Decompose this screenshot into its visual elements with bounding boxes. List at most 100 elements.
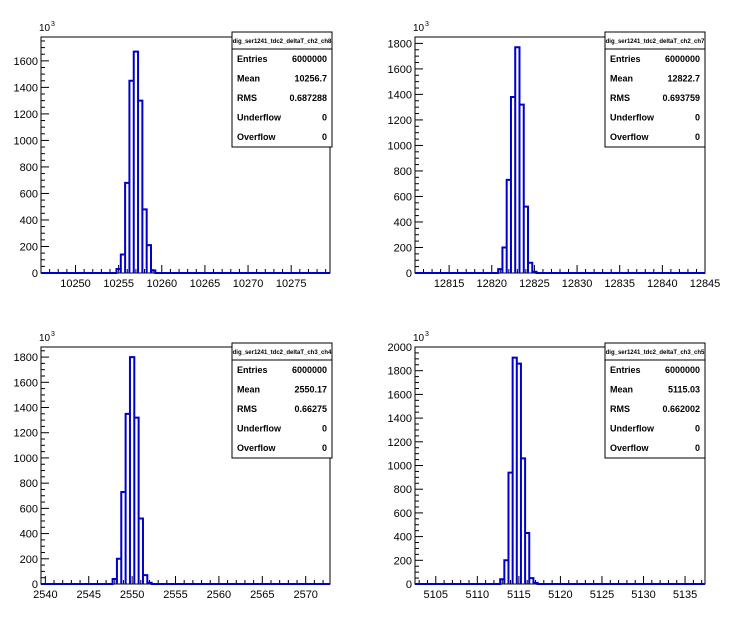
- stats-mean-label: Mean: [610, 73, 633, 83]
- histogram-outline: [41, 356, 330, 585]
- histogram-bin: [504, 560, 508, 584]
- stats-box: dig_ser1241_tdc2_deltaT_ch3_ch5 Entries 60…: [604, 342, 706, 459]
- histogram-bin: [517, 364, 521, 584]
- stats-overflow-label: Overflow: [237, 443, 277, 453]
- x-tick-label: 2560: [207, 589, 231, 601]
- stats-title: dig_ser1241_tdc2_deltaT_ch2_ch8: [233, 39, 332, 45]
- stats-underflow-label: Underflow: [610, 424, 655, 434]
- histogram-bin: [513, 358, 517, 584]
- histogram-bin: [529, 578, 533, 584]
- y-tick-label: 1200: [14, 109, 38, 121]
- x-tick-label: 5120: [548, 589, 572, 601]
- x-tick-label: 10260: [146, 278, 177, 290]
- histogram-bin: [116, 269, 120, 273]
- stats-underflow-label: Underflow: [610, 113, 655, 123]
- y-tick-label: 800: [20, 478, 38, 490]
- x-tick-label: 10255: [103, 278, 134, 290]
- y-tick-label: 0: [406, 268, 412, 280]
- y-tick-label: 1000: [14, 453, 38, 465]
- stats-title: dig_ser1241_tdc2_deltaT_ch3_ch4: [233, 350, 332, 356]
- y-exponent-power: 3: [425, 21, 429, 28]
- histogram-bin: [139, 518, 143, 584]
- histogram-pad-2: 12815 12820 12825 12830 12835 12840 12845 0 200 4…: [388, 21, 721, 290]
- x-tick-label: 2570: [293, 589, 317, 601]
- histogram-bin: [511, 97, 515, 273]
- y-tick-label: 1600: [14, 377, 38, 389]
- y-tick-label: 200: [20, 241, 38, 253]
- x-tick-label: 2540: [33, 589, 57, 601]
- stats-entries-label: Entries: [237, 365, 268, 375]
- y-tick-label: 800: [394, 166, 412, 178]
- x-tick-label: 10250: [60, 278, 91, 290]
- y-tick-label: 200: [20, 554, 38, 566]
- x-tick-label: 2555: [163, 589, 187, 601]
- y-exponent-power: 3: [51, 21, 55, 28]
- histogram-bin: [147, 245, 151, 273]
- stats-overflow-value: 0: [695, 132, 700, 142]
- histogram-bin: [129, 81, 133, 273]
- histogram-outline: [415, 46, 705, 274]
- stats-rms-value: 0.662002: [662, 404, 700, 414]
- histogram-bin: [528, 263, 532, 273]
- y-tick-label: 1200: [388, 115, 412, 127]
- histogram-bin: [134, 418, 138, 584]
- stats-mean-label: Mean: [610, 384, 633, 394]
- y-exponent-label: 10: [39, 23, 51, 34]
- histogram-bin: [117, 559, 121, 584]
- y-tick-label: 200: [394, 242, 412, 254]
- stats-overflow-value: 0: [695, 443, 700, 453]
- histogram-bin: [134, 52, 138, 273]
- x-tick-label: 10265: [190, 278, 221, 290]
- y-tick-label: 1800: [14, 352, 38, 364]
- y-tick-label: 1600: [14, 56, 38, 68]
- x-tick-label: 12820: [476, 278, 507, 290]
- histogram-bin: [138, 101, 142, 273]
- stats-underflow-value: 0: [322, 113, 327, 123]
- y-tick-label: 1200: [14, 428, 38, 440]
- histogram-bin: [519, 105, 523, 273]
- y-tick-label: 1600: [388, 389, 412, 401]
- y-tick-label: 400: [394, 217, 412, 229]
- y-tick-label: 1200: [388, 437, 412, 449]
- stats-rms-label: RMS: [237, 404, 257, 414]
- stats-underflow-label: Underflow: [237, 424, 282, 434]
- stats-overflow-label: Overflow: [237, 132, 277, 142]
- histogram-bin: [126, 414, 130, 584]
- y-exponent-label: 10: [413, 23, 425, 34]
- stats-title: dig_ser1241_tdc2_deltaT_ch3_ch5: [606, 350, 705, 356]
- histogram-bin: [125, 183, 129, 273]
- y-tick-label: 1400: [14, 82, 38, 94]
- y-tick-label: 400: [394, 532, 412, 544]
- stats-mean-value: 12822.7: [667, 73, 700, 83]
- stats-box: dig_ser1241_tdc2_deltaT_ch2_ch7 Entries 60…: [604, 31, 706, 148]
- y-tick-label: 1400: [14, 403, 38, 415]
- x-tick-label: 12840: [647, 278, 678, 290]
- y-tick-label: 400: [20, 529, 38, 541]
- y-tick-label: 0: [32, 268, 38, 280]
- y-tick-label: 600: [394, 508, 412, 520]
- stats-overflow-value: 0: [322, 132, 327, 142]
- stats-box-frame: [604, 342, 706, 459]
- x-tick-label: 2550: [120, 589, 144, 601]
- histogram-bin: [507, 180, 511, 273]
- stats-entries-value: 6000000: [665, 54, 700, 64]
- histogram-bin: [524, 207, 528, 273]
- y-tick-label: 800: [394, 484, 412, 496]
- stats-rms-label: RMS: [610, 404, 630, 414]
- x-tick-label: 5115: [507, 589, 531, 601]
- histogram-bin: [532, 272, 536, 273]
- stats-entries-label: Entries: [237, 54, 268, 64]
- stats-title: dig_ser1241_tdc2_deltaT_ch2_ch7: [606, 39, 705, 45]
- stats-overflow-value: 0: [322, 443, 327, 453]
- stats-box-frame: [231, 31, 333, 148]
- stats-underflow-value: 0: [695, 424, 700, 434]
- histogram-outline: [41, 50, 330, 274]
- stats-box-frame: [604, 31, 706, 148]
- histogram-pad-4: 5105 5110 5115 5120 5125 5130 5135 0 200 400 600 80…: [388, 331, 706, 601]
- x-tick-label: 12830: [562, 278, 593, 290]
- histogram-bin: [151, 270, 155, 273]
- stats-rms-value: 0.66275: [294, 404, 327, 414]
- histogram-bin: [533, 583, 537, 584]
- histogram-bin: [508, 473, 512, 584]
- stats-underflow-label: Underflow: [237, 113, 282, 123]
